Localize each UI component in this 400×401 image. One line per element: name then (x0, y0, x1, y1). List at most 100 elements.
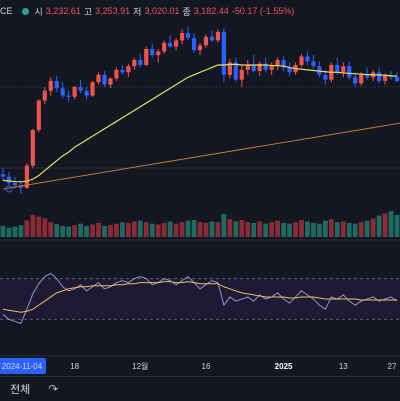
low-label: 저 (133, 6, 142, 17)
candle-body (126, 66, 131, 73)
open-value: 3,232.61 (45, 6, 81, 16)
volume-bar (125, 222, 131, 237)
time-axis-label: 13 (339, 362, 348, 371)
jump-to-date-icon[interactable]: ↷ (48, 382, 59, 396)
candle-body (72, 87, 77, 97)
candle-body (263, 63, 268, 70)
candle-body (0, 174, 6, 177)
candle-body (120, 69, 125, 73)
candle-body (215, 31, 220, 41)
candle-body (12, 182, 18, 186)
volume-bar (245, 222, 251, 237)
candle-body (299, 56, 304, 65)
volume-bar (18, 225, 24, 237)
candle-body (42, 90, 47, 101)
volume-bar (364, 220, 370, 237)
volume-bar (209, 221, 215, 237)
volume-bar (275, 220, 280, 237)
volume-bar (167, 221, 173, 237)
price-pane[interactable] (0, 26, 400, 194)
volume-bar (96, 222, 101, 237)
price-legend: CE 시 3,232.61 고 3,253.91 저 3,020.01 종 3,… (0, 4, 294, 18)
time-axis[interactable]: 2024-11-04 18 12월 16 2025 13 27 (0, 355, 400, 376)
candle-body (221, 31, 226, 75)
volume-bar (161, 222, 167, 237)
volume-bar (84, 225, 89, 237)
volume-bar (376, 215, 382, 237)
volume-bar (382, 213, 388, 237)
candle-body (90, 82, 95, 96)
time-axis-label: 27 (388, 362, 397, 371)
volume-bar (281, 222, 286, 237)
candle-body (156, 51, 161, 56)
candle-body (6, 176, 12, 183)
symbol-label: CE (0, 6, 13, 16)
all-range-button[interactable]: 전체 (10, 384, 31, 396)
volume-bar (293, 222, 298, 237)
change-value: -50.17 (-1.55%) (231, 6, 295, 16)
volume-bar (263, 223, 269, 237)
volume-bar (221, 214, 227, 237)
moving-average-line (2, 63, 398, 183)
candle-body (168, 42, 173, 47)
candle-body (317, 66, 322, 75)
time-axis-label: 12월 (132, 361, 148, 371)
volume-bar (6, 227, 12, 237)
candle-body (144, 49, 149, 65)
candle-body (66, 95, 71, 97)
close-value: 3,182.44 (193, 6, 229, 16)
market-status-icon (21, 7, 29, 15)
volume-bar (102, 225, 107, 237)
volume-bar (24, 220, 30, 237)
time-axis-label: 16 (202, 362, 211, 371)
volume-bar (197, 222, 203, 237)
candle-body (24, 165, 29, 188)
candle-body (245, 64, 250, 70)
candle-body (287, 67, 292, 73)
volume-bar (60, 225, 66, 237)
candle-body (203, 36, 209, 46)
volume-bar (131, 221, 137, 237)
candle-body (36, 100, 41, 131)
volume-bar (227, 219, 233, 237)
volume-bar (0, 225, 6, 237)
candle-body (305, 56, 310, 62)
candle-body (180, 33, 185, 41)
candle-body (281, 60, 286, 68)
volume-bar (36, 216, 42, 237)
volume-bar (239, 219, 245, 237)
candle-body (394, 77, 400, 81)
candle-body (335, 64, 340, 73)
volume-bar (203, 222, 209, 237)
trendline (2, 122, 400, 190)
volume-bar (322, 220, 328, 237)
volume-bar (149, 223, 155, 237)
volume-bar (394, 214, 400, 237)
candle-body (275, 60, 280, 67)
candle-body (227, 62, 232, 75)
candle-body (60, 88, 65, 96)
candle-body (209, 36, 215, 41)
volume-bar (90, 224, 95, 237)
rsi-pane[interactable] (0, 272, 400, 325)
volume-bar (311, 222, 316, 237)
candle-body (251, 64, 256, 72)
volume-bar (78, 223, 83, 237)
volume-bar (317, 223, 322, 237)
candle-body (114, 69, 119, 79)
candle-body (359, 74, 364, 84)
candle-body (347, 66, 352, 78)
volume-bar (120, 222, 125, 237)
volume-bar (54, 224, 60, 237)
high-label: 고 (83, 6, 93, 17)
candle-body (191, 37, 197, 51)
candle-body (138, 60, 143, 65)
rsi-line (2, 272, 398, 325)
candle-body (323, 74, 328, 80)
candle-body (54, 80, 59, 89)
candle-body (382, 76, 388, 81)
volume-bar (72, 225, 78, 237)
rsi-ma-line (2, 281, 398, 313)
candle-body (185, 33, 191, 38)
